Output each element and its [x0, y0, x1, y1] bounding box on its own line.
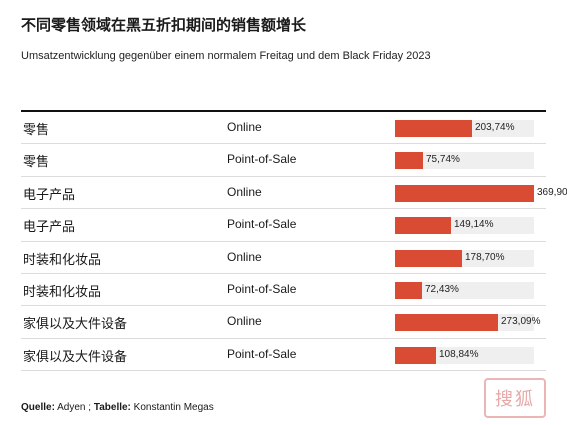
value-label: 108,84% [439, 348, 479, 360]
channel-label: Online [227, 314, 262, 329]
category-label: 零售 [23, 155, 50, 171]
value-bar [395, 249, 462, 267]
channel-label: Point-of-Sale [227, 217, 297, 232]
source-name: Adyen [57, 402, 86, 413]
bar-track: 108,84% [395, 346, 534, 364]
source-label: Quelle: [21, 402, 55, 413]
category-label: 零售 [23, 123, 50, 138]
channel-label: Point-of-Sale [227, 152, 297, 167]
chart-title: 不同零售领域在黑五折扣期间的销售额增长 [21, 16, 307, 34]
value-label: 75,74% [426, 154, 460, 166]
table-author: Konstantin Megas [133, 402, 214, 413]
channel-label: Point-of-Sale [227, 346, 297, 361]
category-label: 家俱以及大件设备 [23, 317, 128, 333]
value-bar [395, 314, 498, 332]
table-row: 时装和化妆品 Online 178,70% [21, 242, 546, 274]
table-row: 零售 Online 203,74% [21, 112, 546, 145]
bar-track: 75,74% [395, 152, 534, 170]
value-label: 72,43% [425, 283, 459, 295]
table-row: 电子产品 Point-of-Sale 149,14% [21, 209, 546, 242]
source-separator: ; [85, 402, 94, 413]
value-label: 203,74% [475, 122, 515, 133]
value-label: 369,90% [537, 186, 567, 198]
table-row: 时装和化妆品 Point-of-Sale 72,43% [21, 274, 546, 307]
channel-label: Online [227, 184, 262, 199]
watermark-stamp: 搜狐 [484, 378, 546, 418]
value-bar [395, 152, 423, 170]
table-row: 家俱以及大件设备 Online 273,09% [21, 306, 546, 339]
category-label: 电子产品 [23, 187, 76, 203]
value-label: 149,14% [454, 219, 494, 231]
value-bar [395, 281, 422, 299]
category-label: 家俱以及大件设备 [23, 349, 128, 365]
bar-track: 72,43% [395, 281, 534, 299]
source-note: Quelle: Adyen ; Tabelle: Konstantin Mega… [21, 402, 214, 413]
chart-subtitle: Umsatzentwicklung gegenüber einem normal… [21, 50, 431, 62]
value-bar [395, 184, 534, 202]
value-label: 178,70% [465, 251, 505, 263]
table-label: Tabelle: [93, 402, 131, 413]
header-rule [21, 110, 546, 112]
bar-track: 149,14% [395, 217, 534, 235]
category-label: 时装和化妆品 [23, 284, 102, 300]
table-row: 电子产品 Online 369,90% [21, 177, 567, 210]
channel-label: Online [227, 120, 262, 134]
category-label: 时装和化妆品 [23, 252, 102, 268]
value-label: 273,09% [501, 316, 541, 328]
value-bar [395, 120, 472, 137]
table-row: 家俱以及大件设备 Point-of-Sale 108,84% [21, 339, 546, 372]
value-bar [395, 217, 451, 235]
category-label: 电子产品 [23, 220, 76, 236]
channel-label: Point-of-Sale [227, 281, 297, 296]
data-table: 零售 Online 203,74% 零售 Point-of-Sale 75,74% 电子产品… [21, 112, 567, 372]
table-row: 零售 Point-of-Sale 75,74% [21, 144, 546, 177]
bar-track: 369,90% [395, 184, 567, 202]
bar-track: 273,09% [395, 314, 540, 332]
bar-track: 178,70% [395, 249, 534, 267]
value-bar [395, 346, 436, 364]
channel-label: Online [227, 249, 262, 264]
bar-track: 203,74% [395, 120, 534, 137]
